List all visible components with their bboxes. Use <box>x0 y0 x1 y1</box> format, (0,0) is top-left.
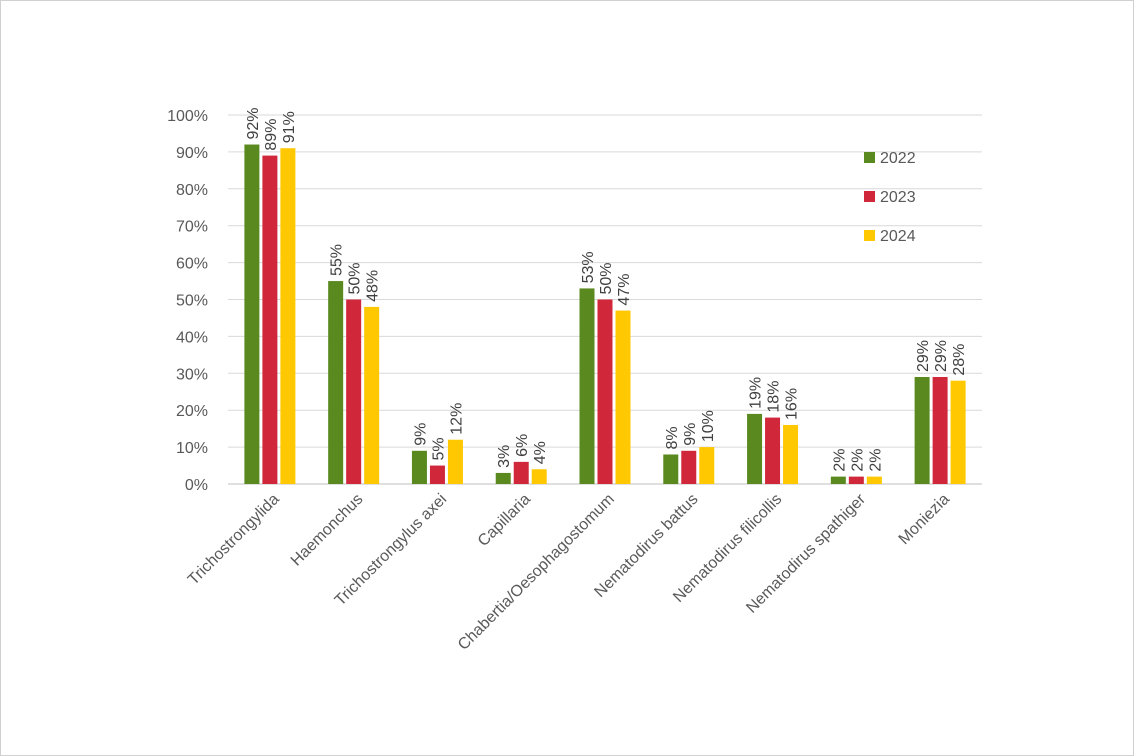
y-tick-label: 50% <box>176 293 208 310</box>
data-label: 9% <box>412 423 429 446</box>
category-label: Chabertia/Oesophagostomum <box>455 491 618 654</box>
bar-2024 <box>866 476 882 484</box>
data-label: 10% <box>700 410 717 442</box>
category-label: Trichostrongylida <box>185 491 283 589</box>
bar-2022 <box>830 476 846 484</box>
data-label: 91% <box>281 111 298 143</box>
y-tick-label: 0% <box>185 477 208 494</box>
y-tick-label: 70% <box>176 219 208 236</box>
data-label: 53% <box>580 251 597 283</box>
data-label: 19% <box>748 377 765 409</box>
data-label: 29% <box>933 340 950 372</box>
data-label: 50% <box>598 262 615 294</box>
bar-2022 <box>663 454 679 484</box>
data-label: 89% <box>263 119 280 151</box>
bar-2022 <box>495 472 511 484</box>
data-label: 92% <box>245 107 262 139</box>
bar-2022 <box>579 288 595 484</box>
category-label: Moniezia <box>896 491 953 548</box>
data-label: 29% <box>915 340 932 372</box>
data-label: 6% <box>514 434 531 457</box>
data-label: 5% <box>430 437 447 460</box>
legend-swatch-2024 <box>864 230 875 241</box>
bar-2024 <box>699 447 715 484</box>
y-tick-label: 80% <box>176 182 208 199</box>
data-label: 55% <box>329 244 346 276</box>
y-tick-label: 60% <box>176 256 208 273</box>
bar-2024 <box>615 310 631 484</box>
data-label: 12% <box>448 403 465 435</box>
data-label: 28% <box>951 344 968 376</box>
bar-2024 <box>280 148 296 484</box>
bar-2023 <box>681 450 697 484</box>
bar-2023 <box>429 465 445 484</box>
y-tick-label: 20% <box>176 403 208 420</box>
y-tick-label: 10% <box>176 440 208 457</box>
data-label: 2% <box>867 448 884 471</box>
bar-2022 <box>747 413 763 484</box>
bar-2022 <box>411 450 427 484</box>
bar-2024 <box>531 469 547 484</box>
bar-2023 <box>932 376 948 484</box>
y-tick-label: 30% <box>176 366 208 383</box>
bar-2024 <box>364 306 380 484</box>
bar-2023 <box>848 476 864 484</box>
data-label: 3% <box>496 445 513 468</box>
data-label: 9% <box>682 423 699 446</box>
data-label: 4% <box>532 441 549 464</box>
data-label: 47% <box>616 274 633 306</box>
bar-2023 <box>346 299 362 484</box>
category-label: Haemonchus <box>288 491 367 570</box>
legend-swatch-2023 <box>864 191 875 202</box>
legend-label: 2022 <box>880 150 916 167</box>
data-label: 16% <box>784 388 801 420</box>
bar-2022 <box>244 144 260 484</box>
data-label: 8% <box>664 426 681 449</box>
bar-2022 <box>914 376 930 484</box>
bar-2024 <box>447 439 463 484</box>
y-tick-label: 100% <box>167 108 208 125</box>
bar-2022 <box>328 281 344 484</box>
legend-label: 2023 <box>880 189 916 206</box>
bar-2023 <box>513 461 529 484</box>
data-label: 18% <box>766 381 783 413</box>
data-label: 50% <box>347 262 364 294</box>
bar-2024 <box>783 424 799 484</box>
data-label: 2% <box>831 448 848 471</box>
data-label: 2% <box>849 448 866 471</box>
y-tick-label: 40% <box>176 329 208 346</box>
legend-label: 2024 <box>880 228 916 245</box>
legend-swatch-2022 <box>864 152 875 163</box>
data-label: 48% <box>365 270 382 302</box>
bar-2023 <box>765 417 781 484</box>
bar-2023 <box>262 155 278 484</box>
y-tick-label: 90% <box>176 145 208 162</box>
bar-2023 <box>597 299 613 484</box>
category-label: Capillaria <box>475 491 534 550</box>
bar-2024 <box>950 380 966 484</box>
